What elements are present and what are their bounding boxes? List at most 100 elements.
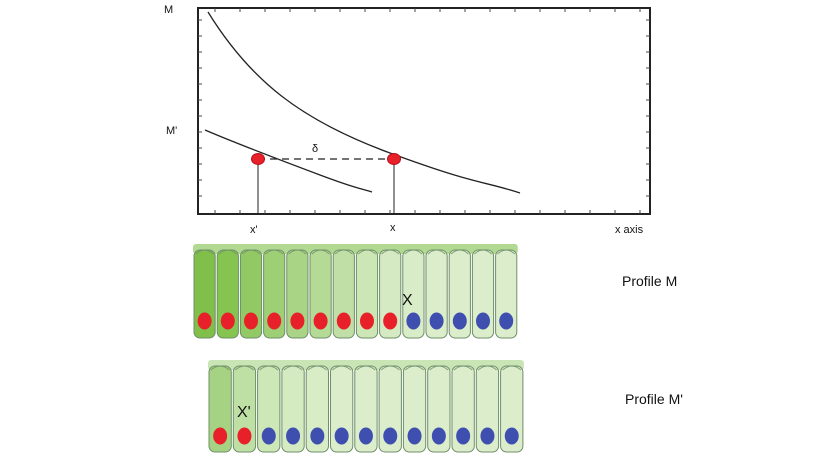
blue-nucleus xyxy=(358,427,373,445)
y-label-m: M xyxy=(164,4,173,16)
cell xyxy=(355,249,379,339)
cell xyxy=(427,365,451,453)
blue-nucleus xyxy=(310,427,325,445)
x-tick-label: x xyxy=(390,222,396,234)
axis-ticks xyxy=(198,8,650,214)
delta-label: δ xyxy=(312,143,318,155)
x-axis-label: x axis xyxy=(615,224,644,236)
cell-apex xyxy=(307,365,327,371)
cell-apex xyxy=(380,365,400,371)
cell-apex xyxy=(404,249,423,255)
cell-apex xyxy=(405,365,425,371)
graph-frame xyxy=(197,7,651,215)
profile-m-cell-strip xyxy=(193,244,518,339)
cell-apex xyxy=(218,249,237,255)
cell-apex xyxy=(358,249,376,255)
red-nucleus xyxy=(197,312,212,330)
curve-m xyxy=(207,11,521,194)
cell xyxy=(495,249,518,339)
cell-apex xyxy=(474,249,492,255)
cell xyxy=(330,365,354,453)
red-nucleus xyxy=(267,312,282,330)
y-label-m-prime: M' xyxy=(166,125,177,137)
blue-nucleus xyxy=(407,427,422,445)
cell xyxy=(402,365,427,453)
cell xyxy=(425,249,448,339)
cell-apex xyxy=(450,249,469,255)
curve-m-prime xyxy=(204,129,373,193)
cell xyxy=(451,365,475,453)
blue-nucleus xyxy=(476,312,490,330)
cell xyxy=(448,249,471,339)
blue-nucleus xyxy=(406,312,421,330)
cell xyxy=(286,249,309,339)
cell-apex xyxy=(210,365,230,371)
cell-apex xyxy=(288,249,307,255)
cell-apex xyxy=(283,365,303,371)
cell-apex xyxy=(234,365,254,371)
red-nucleus xyxy=(220,312,235,330)
gradient-graph: M M' δ x' x x axis xyxy=(164,4,651,236)
cell xyxy=(471,249,495,339)
cell-apex xyxy=(265,249,284,255)
blue-nucleus xyxy=(429,312,444,330)
blue-nucleus xyxy=(480,427,495,445)
point-x xyxy=(387,153,401,165)
cell xyxy=(239,249,263,339)
profile-m-cell-marker: X xyxy=(402,292,413,309)
cell-apex xyxy=(502,365,522,371)
cell xyxy=(193,249,216,339)
red-nucleus xyxy=(237,427,252,445)
profile-m-prime-label: Profile M' xyxy=(625,391,683,407)
cell-apex xyxy=(477,365,497,371)
cell xyxy=(216,249,239,339)
profile-m-prime-cell-marker: X' xyxy=(237,404,251,421)
cell-apex xyxy=(195,249,214,255)
cell-apex xyxy=(334,249,353,255)
profile-m-prime-cell-strip xyxy=(208,360,524,453)
blue-nucleus xyxy=(504,427,519,445)
cell xyxy=(208,365,232,453)
cell-apex xyxy=(242,249,260,255)
cell-apex xyxy=(332,365,352,371)
cell xyxy=(309,249,332,339)
blue-nucleus xyxy=(431,427,446,445)
cell xyxy=(378,365,402,453)
blue-nucleus xyxy=(261,427,276,445)
red-nucleus xyxy=(244,312,258,330)
cell-apex xyxy=(311,249,330,255)
cell xyxy=(500,365,524,453)
x-prime-tick-label: x' xyxy=(250,224,258,236)
blue-nucleus xyxy=(334,427,349,445)
blue-nucleus xyxy=(452,312,467,330)
cell xyxy=(379,249,402,339)
profile-m-label: Profile M xyxy=(622,273,677,289)
cell xyxy=(305,365,330,453)
cell-apex xyxy=(259,365,279,371)
cell xyxy=(232,365,257,453)
cell-apex xyxy=(453,365,473,371)
red-nucleus xyxy=(383,312,398,330)
red-nucleus xyxy=(360,312,374,330)
blue-nucleus xyxy=(456,427,471,445)
cell-apex xyxy=(427,249,446,255)
cell xyxy=(281,365,305,453)
cell xyxy=(354,365,378,453)
red-nucleus xyxy=(213,427,228,445)
cell xyxy=(257,365,281,453)
blue-nucleus xyxy=(383,427,398,445)
cell xyxy=(263,249,286,339)
red-nucleus xyxy=(313,312,328,330)
red-nucleus xyxy=(336,312,351,330)
cell-apex xyxy=(381,249,400,255)
point-x-prime xyxy=(251,153,265,165)
cell-apex xyxy=(429,365,449,371)
blue-nucleus xyxy=(286,427,301,445)
cell-apex xyxy=(497,249,516,255)
blue-nucleus xyxy=(499,312,514,330)
cell-apex xyxy=(356,365,376,371)
cell xyxy=(475,365,500,453)
cell xyxy=(402,249,425,339)
red-nucleus xyxy=(290,312,305,330)
